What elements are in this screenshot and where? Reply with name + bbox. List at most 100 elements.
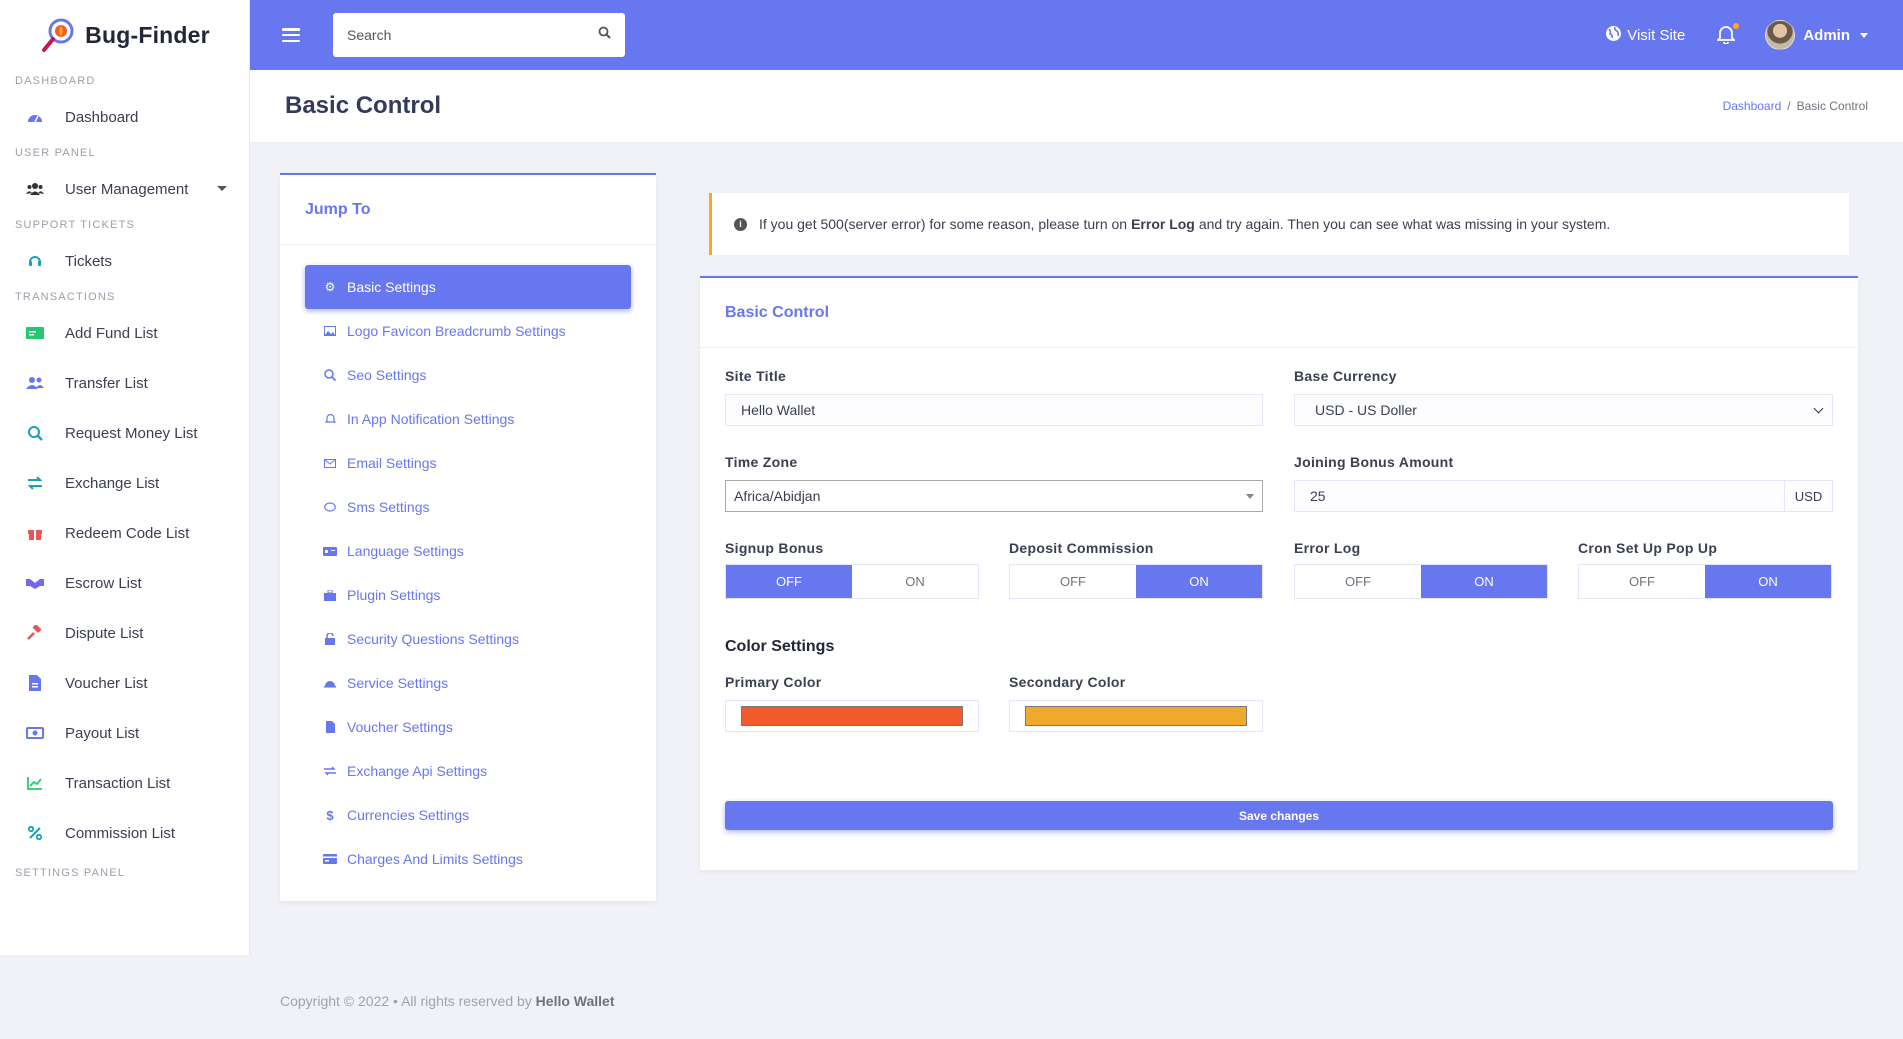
credit-card-icon (323, 854, 337, 864)
sidebar-item-escrow[interactable]: Escrow List (0, 558, 249, 608)
jump-item-label: Security Questions Settings (347, 631, 519, 647)
sidebar-item-commission[interactable]: Commission List (0, 808, 249, 858)
jump-seo-settings[interactable]: Seo Settings (305, 353, 631, 397)
time-zone-select[interactable]: Africa/Abidjan (725, 480, 1263, 512)
sidebar-item-transfer[interactable]: Transfer List (0, 358, 249, 408)
time-zone-group: Time Zone Africa/Abidjan (725, 454, 1263, 512)
joining-bonus-input[interactable]: 25 (1294, 480, 1785, 512)
cron-popup-label: Cron Set Up Pop Up (1578, 540, 1718, 556)
jump-item-label: Email Settings (347, 455, 437, 471)
sidebar-item-label: Redeem Code List (65, 524, 190, 542)
sidebar-item-label: User Management (65, 180, 189, 198)
error-log-off[interactable]: OFF (1345, 574, 1371, 589)
file-icon (323, 721, 337, 733)
jump-item-label: Basic Settings (347, 279, 436, 295)
signup-bonus-off[interactable]: OFF (726, 565, 852, 598)
jump-to-title: Jump To (280, 175, 656, 245)
sidebar-item-redeem[interactable]: Redeem Code List (0, 508, 249, 558)
jump-service-settings[interactable]: Service Settings (305, 661, 631, 705)
jump-item-label: Service Settings (347, 675, 449, 691)
sidebar-item-user-management[interactable]: User Management (0, 164, 249, 214)
jump-plugin-settings[interactable]: Plugin Settings (305, 573, 631, 617)
section-user-panel: USER PANEL (15, 147, 96, 159)
sidebar-item-payout[interactable]: Payout List (0, 708, 249, 758)
menu-toggle-icon[interactable] (282, 28, 300, 42)
sidebar-item-dashboard[interactable]: Dashboard (0, 92, 249, 142)
sidebar-item-dispute[interactable]: Dispute List (0, 608, 249, 658)
jump-security-questions-settings[interactable]: Security Questions Settings (305, 617, 631, 661)
admin-menu[interactable]: Admin (1765, 20, 1868, 50)
sidebar-item-label: Request Money List (65, 424, 198, 442)
jump-email-settings[interactable]: Email Settings (305, 441, 631, 485)
jump-item-label: Language Settings (347, 543, 464, 559)
footer-copyright: Copyright © 2022 • All rights reserved b… (280, 993, 532, 1009)
breadcrumb-current: Basic Control (1796, 99, 1868, 113)
headset-icon (25, 251, 45, 271)
primary-color-picker[interactable] (725, 700, 979, 732)
toolbox-icon (323, 589, 337, 601)
jump-language-settings[interactable]: Language Settings (305, 529, 631, 573)
error-log-on[interactable]: ON (1421, 565, 1547, 598)
jump-in-app-notification-settings[interactable]: In App Notification Settings (305, 397, 631, 441)
info-circle-icon: i (734, 217, 747, 231)
sidebar-item-voucher[interactable]: Voucher List (0, 658, 249, 708)
sidebar-item-exchange[interactable]: Exchange List (0, 458, 249, 508)
page-header: Basic Control Dashboard / Basic Control (250, 70, 1903, 143)
basic-control-card-title: Basic Control (700, 278, 1858, 348)
cron-popup-on[interactable]: ON (1705, 565, 1831, 598)
jump-item-label: Voucher Settings (347, 719, 453, 735)
search-input[interactable] (347, 27, 598, 43)
sidebar-item-transaction[interactable]: Transaction List (0, 758, 249, 808)
sidebar-item-add-fund[interactable]: Add Fund List (0, 308, 249, 358)
base-currency-select[interactable]: USD - US Doller (1294, 394, 1833, 426)
alert-text-pre: If you get 500(server error) for some re… (759, 216, 1128, 232)
sidebar-item-label: Tickets (65, 252, 112, 270)
jump-charges-limits-settings[interactable]: Charges And Limits Settings (305, 837, 631, 881)
jump-voucher-settings[interactable]: Voucher Settings (305, 705, 631, 749)
jump-item-label: Logo Favicon Breadcrumb Settings (347, 323, 566, 339)
visit-site-link[interactable]: Visit Site (1605, 25, 1685, 46)
gear-icon: ⚙ (324, 280, 336, 294)
signup-bonus-on[interactable]: ON (905, 574, 925, 589)
brand[interactable]: Bug-Finder (0, 0, 249, 70)
envelope-icon (323, 458, 337, 468)
jump-basic-settings[interactable]: ⚙ Basic Settings (305, 265, 631, 309)
jump-logo-favicon-settings[interactable]: Logo Favicon Breadcrumb Settings (305, 309, 631, 353)
jump-currencies-settings[interactable]: $ Currencies Settings (305, 793, 631, 837)
save-changes-button[interactable]: Save changes (725, 801, 1833, 830)
money-icon (25, 323, 45, 343)
site-title-group: Site Title Hello Wallet (725, 368, 1263, 426)
error-log-group: Error Log OFF ON (1294, 540, 1548, 599)
deposit-commission-off[interactable]: OFF (1060, 574, 1086, 589)
jump-item-label: Sms Settings (347, 499, 430, 515)
primary-color-group: Primary Color (725, 674, 979, 732)
sidebar-item-request-money[interactable]: Request Money List (0, 408, 249, 458)
error-log-toggle: OFF ON (1294, 564, 1548, 599)
error-log-label: Error Log (1294, 540, 1361, 556)
joining-bonus-input-group: 25 USD (1294, 480, 1833, 512)
site-title-input[interactable]: Hello Wallet (725, 394, 1263, 426)
sidebar: Bug-Finder DASHBOARD Dashboard USER PANE… (0, 0, 250, 955)
jump-exchange-api-settings[interactable]: Exchange Api Settings (305, 749, 631, 793)
sidebar-item-tickets[interactable]: Tickets (0, 236, 249, 286)
breadcrumb: Dashboard / Basic Control (1723, 99, 1868, 113)
search-icon[interactable] (598, 26, 611, 44)
notification-bell-icon[interactable] (1716, 23, 1740, 46)
basic-control-card: Basic Control Site Title Hello Wallet Ba… (700, 276, 1858, 870)
money-bill-icon (25, 723, 45, 743)
secondary-color-picker[interactable] (1009, 700, 1263, 732)
globe-icon (1605, 25, 1622, 46)
cron-popup-off[interactable]: OFF (1629, 574, 1655, 589)
time-zone-value: Africa/Abidjan (734, 488, 821, 504)
sidebar-item-label: Exchange List (65, 474, 160, 492)
deposit-commission-on[interactable]: ON (1136, 565, 1262, 598)
topbar-right: Visit Site Admin (1605, 20, 1868, 50)
signup-bonus-group: Signup Bonus OFF ON (725, 540, 979, 599)
file-invoice-icon (25, 673, 45, 693)
breadcrumb-dashboard-link[interactable]: Dashboard (1722, 99, 1782, 113)
search-box (333, 13, 625, 57)
deposit-commission-label: Deposit Commission (1009, 540, 1154, 556)
page-title: Basic Control (285, 92, 442, 119)
jump-sms-settings[interactable]: Sms Settings (305, 485, 631, 529)
secondary-color-group: Secondary Color (1009, 674, 1263, 732)
